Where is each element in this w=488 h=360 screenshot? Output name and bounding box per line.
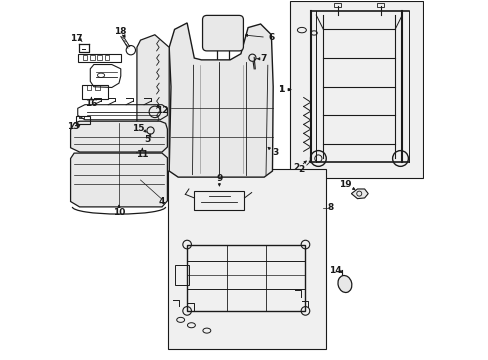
Bar [97, 55, 102, 60]
Bar [76, 116, 89, 125]
Bar [333, 3, 341, 7]
Text: 16: 16 [85, 99, 98, 108]
Text: 2: 2 [293, 163, 299, 172]
Text: 11: 11 [136, 150, 148, 159]
Text: 10: 10 [113, 208, 125, 217]
Text: 1: 1 [277, 85, 283, 94]
Bar [290, 1, 422, 178]
Text: 17: 17 [69, 34, 82, 43]
Text: 12: 12 [156, 106, 169, 115]
Polygon shape [70, 153, 167, 207]
Text: 8: 8 [327, 203, 333, 212]
Bar [90, 55, 94, 60]
FancyBboxPatch shape [202, 15, 243, 51]
Text: 19: 19 [339, 180, 351, 189]
Text: 15: 15 [132, 124, 144, 133]
Text: 9: 9 [216, 174, 222, 183]
Bar [104, 55, 109, 60]
Polygon shape [137, 35, 169, 174]
Polygon shape [351, 189, 367, 199]
Text: 13: 13 [67, 122, 79, 131]
Bar [376, 3, 384, 7]
Bar [168, 169, 325, 348]
Ellipse shape [337, 275, 351, 292]
Bar [83, 55, 87, 60]
Bar [78, 54, 121, 62]
Text: 18: 18 [114, 27, 127, 36]
Text: 14: 14 [328, 266, 341, 275]
Text: 1: 1 [277, 85, 284, 94]
Text: 6: 6 [268, 33, 274, 42]
Text: 5: 5 [144, 135, 150, 144]
Text: 4: 4 [158, 197, 164, 206]
Bar [187, 244, 305, 311]
Polygon shape [70, 121, 167, 152]
Bar [174, 265, 188, 285]
Bar [82, 85, 108, 99]
Text: 2: 2 [297, 165, 304, 174]
Polygon shape [169, 23, 273, 177]
Text: 7: 7 [260, 54, 266, 63]
Text: 3: 3 [272, 148, 278, 157]
Bar [194, 191, 244, 211]
